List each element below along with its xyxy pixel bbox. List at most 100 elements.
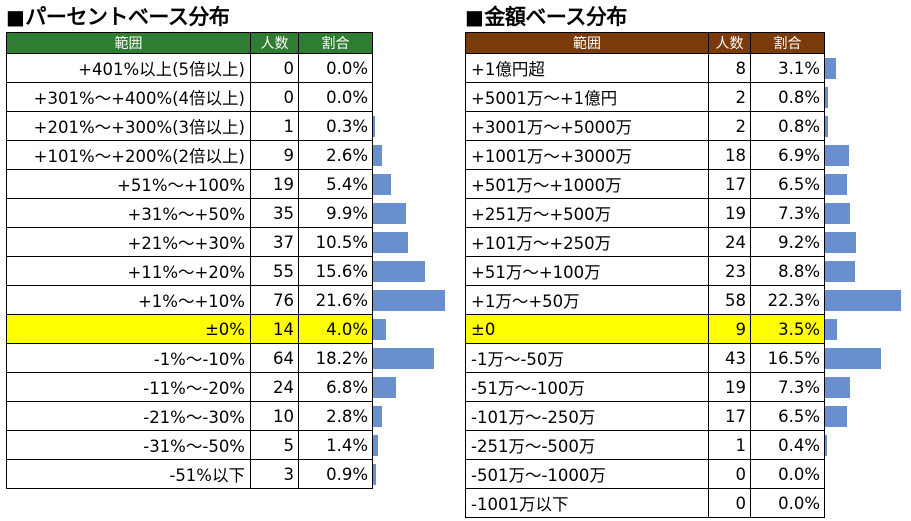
- table-row: -1万～-50万 43 16.5%: [465, 343, 903, 373]
- count-cell: 23: [708, 256, 751, 286]
- amount-title-text: 金額ベース分布: [484, 5, 627, 29]
- count-cell: 55: [250, 256, 299, 286]
- count-cell: 37: [250, 227, 299, 257]
- table-row: +31%～+50% 35 9.9%: [6, 198, 449, 228]
- count-cell: 64: [250, 343, 299, 373]
- bar-cell: [825, 344, 903, 373]
- bar-cell: [373, 112, 449, 141]
- range-cell: -51万～-100万: [465, 372, 709, 402]
- range-cell: +21%～+30%: [6, 227, 251, 257]
- bar-cell: [373, 141, 449, 170]
- ratio-cell: 7.3%: [750, 372, 825, 402]
- count-cell: 17: [708, 401, 751, 431]
- ratio-bar: [825, 173, 847, 195]
- ratio-bar: [825, 202, 850, 224]
- count-cell: 43: [708, 343, 751, 373]
- amount-distribution-table: 範囲 人数 割合 +1億円超 8 3.1% +5001万～+1億円 2 0.8% +3001…: [465, 32, 903, 518]
- count-cell: 0: [250, 82, 299, 112]
- ratio-cell: 0.0%: [750, 488, 825, 518]
- ratio-bar: [373, 463, 376, 485]
- ratio-bar: [825, 318, 837, 340]
- count-cell: 14: [250, 314, 299, 344]
- range-cell: -21%～-30%: [6, 401, 251, 431]
- ratio-bar: [825, 289, 901, 311]
- range-cell: -11%～-20%: [6, 372, 251, 402]
- ratio-cell: 2.6%: [298, 140, 373, 170]
- table-row: +1億円超 8 3.1%: [465, 53, 903, 83]
- table-row: +5001万～+1億円 2 0.8%: [465, 82, 903, 112]
- count-cell: 0: [708, 488, 751, 518]
- count-cell: 17: [708, 169, 751, 199]
- range-cell: +201%～+300%(3倍以上): [6, 111, 251, 141]
- ratio-bar: [825, 86, 828, 108]
- bar-cell: [825, 83, 903, 112]
- ratio-cell: 2.8%: [298, 401, 373, 431]
- ratio-cell: 6.5%: [750, 401, 825, 431]
- table-row: +21%～+30% 37 10.5%: [6, 227, 449, 257]
- ratio-bar: [373, 231, 408, 253]
- table-row: -21%～-30% 10 2.8%: [6, 401, 449, 431]
- range-cell: +5001万～+1億円: [465, 82, 709, 112]
- range-cell: +51%～+100%: [6, 169, 251, 199]
- range-cell: +401%以上(5倍以上): [6, 53, 251, 83]
- ratio-cell: 15.6%: [298, 256, 373, 286]
- ratio-cell: 0.9%: [298, 459, 373, 489]
- bar-cell: [825, 54, 903, 83]
- title-square-icon: ■: [6, 5, 25, 29]
- bar-cell: [825, 228, 903, 257]
- range-cell: -251万～-500万: [465, 430, 709, 460]
- bar-cell: [825, 286, 903, 315]
- percent-distribution-panel: ■パーセントベース分布 範囲 人数 割合 +401%以上(5倍以上) 0 0.0% +…: [6, 0, 449, 489]
- range-cell: -1001万以下: [465, 488, 709, 518]
- amount-table-body: +1億円超 8 3.1% +5001万～+1億円 2 0.8% +3001万～+5000万 2…: [465, 53, 903, 518]
- amount-distribution-title: ■金額ベース分布: [465, 0, 903, 32]
- ratio-bar: [373, 347, 434, 369]
- table-row: +301%～+400%(4倍以上) 0 0.0%: [6, 82, 449, 112]
- count-cell: 35: [250, 198, 299, 228]
- table-row: +101%～+200%(2倍以上) 9 2.6%: [6, 140, 449, 170]
- ratio-cell: 0.8%: [750, 82, 825, 112]
- table-row: +1001万～+3000万 18 6.9%: [465, 140, 903, 170]
- range-cell: +51万～+100万: [465, 256, 709, 286]
- bar-cell: [373, 460, 449, 489]
- ratio-cell: 9.9%: [298, 198, 373, 228]
- ratio-cell: 0.0%: [750, 459, 825, 489]
- table-row: +401%以上(5倍以上) 0 0.0%: [6, 53, 449, 83]
- bar-cell: [373, 315, 449, 344]
- bar-cell: [825, 141, 903, 170]
- bar-cell: [373, 431, 449, 460]
- table-row: -11%～-20% 24 6.8%: [6, 372, 449, 402]
- header-count: 人数: [708, 32, 751, 54]
- bar-cell: [373, 54, 449, 83]
- count-cell: 76: [250, 285, 299, 315]
- ratio-bar: [825, 231, 856, 253]
- table-row: +201%～+300%(3倍以上) 1 0.3%: [6, 111, 449, 141]
- ratio-cell: 22.3%: [750, 285, 825, 315]
- range-cell: +11%～+20%: [6, 256, 251, 286]
- ratio-bar: [825, 144, 849, 166]
- range-cell: +31%～+50%: [6, 198, 251, 228]
- ratio-cell: 0.4%: [750, 430, 825, 460]
- table-row: +3001万～+5000万 2 0.8%: [465, 111, 903, 141]
- count-cell: 19: [708, 198, 751, 228]
- header-ratio: 割合: [750, 32, 825, 54]
- table-row: +251万～+500万 19 7.3%: [465, 198, 903, 228]
- ratio-cell: 6.9%: [750, 140, 825, 170]
- table-row: -51万～-100万 19 7.3%: [465, 372, 903, 402]
- percent-table-body: +401%以上(5倍以上) 0 0.0% +301%～+400%(4倍以上) 0 0.0%…: [6, 53, 449, 489]
- range-cell: -1%～-10%: [6, 343, 251, 373]
- ratio-bar: [825, 260, 855, 282]
- count-cell: 1: [250, 111, 299, 141]
- range-cell: ±0: [465, 314, 709, 344]
- ratio-cell: 0.0%: [298, 53, 373, 83]
- percent-distribution-title: ■パーセントベース分布: [6, 0, 449, 32]
- bar-cell: [825, 257, 903, 286]
- bar-cell: [825, 199, 903, 228]
- count-cell: 3: [250, 459, 299, 489]
- bar-cell: [825, 112, 903, 141]
- ratio-bar: [825, 347, 881, 369]
- bar-cell: [373, 402, 449, 431]
- table-row: +501万～+1000万 17 6.5%: [465, 169, 903, 199]
- range-cell: +251万～+500万: [465, 198, 709, 228]
- count-cell: 58: [708, 285, 751, 315]
